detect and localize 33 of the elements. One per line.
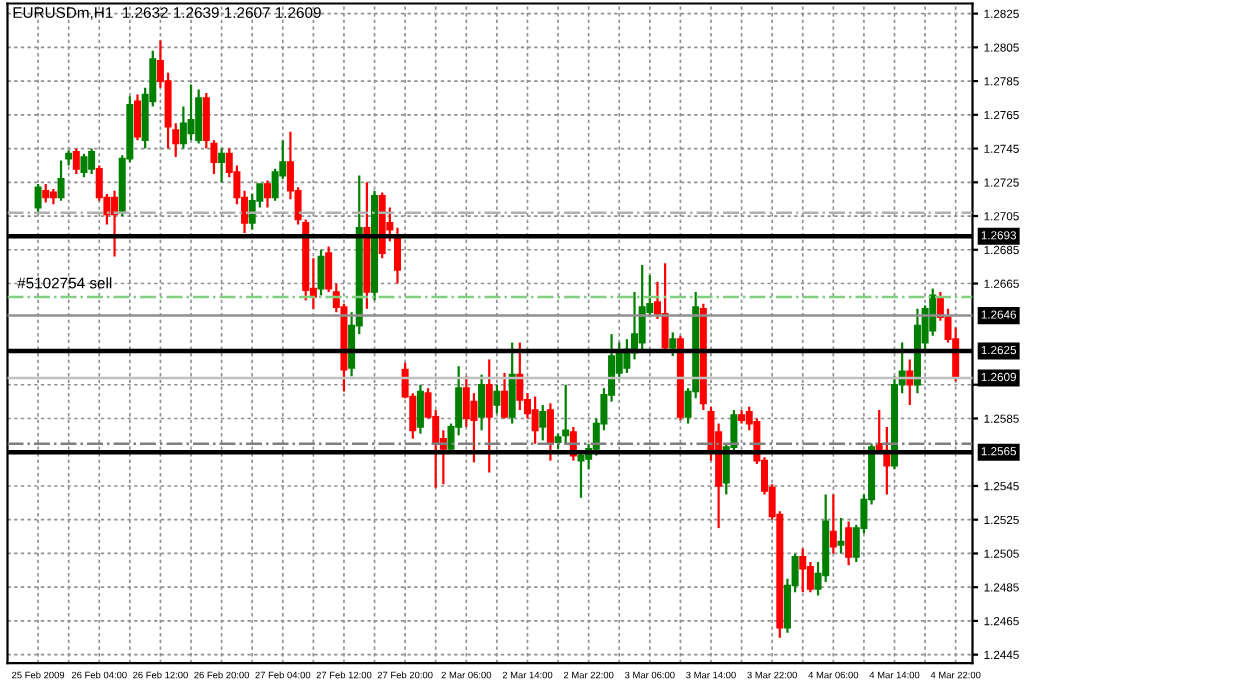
candlestick [661,262,669,353]
candlestick [72,147,80,175]
candlestick [531,395,539,445]
candlestick [42,182,50,204]
candlestick [133,93,142,142]
candlestick [187,83,195,142]
candlestick [57,159,65,202]
candlestick [111,189,119,258]
candlestick [669,331,677,358]
candlestick [539,403,547,442]
candlestick [80,152,88,179]
candlestick [485,358,493,474]
candlestick [263,179,271,209]
candlestick [562,383,570,445]
candlestick [317,248,325,297]
candlestick [845,520,853,567]
candlestick [478,373,486,432]
candlestick [906,358,914,407]
candlestick [218,147,226,184]
candlestick [195,88,203,145]
candlestick [88,147,96,175]
candlestick [799,547,807,594]
candlestick [508,341,516,425]
candlestick [493,383,501,415]
candlestick [34,182,42,216]
candlestick [837,516,845,555]
candlestick [577,451,585,499]
candlestick [829,493,837,555]
candlestick [516,341,524,412]
candlestick [416,383,424,435]
candlestick [501,371,509,420]
candlestick [546,402,554,462]
candlestick [638,263,646,351]
